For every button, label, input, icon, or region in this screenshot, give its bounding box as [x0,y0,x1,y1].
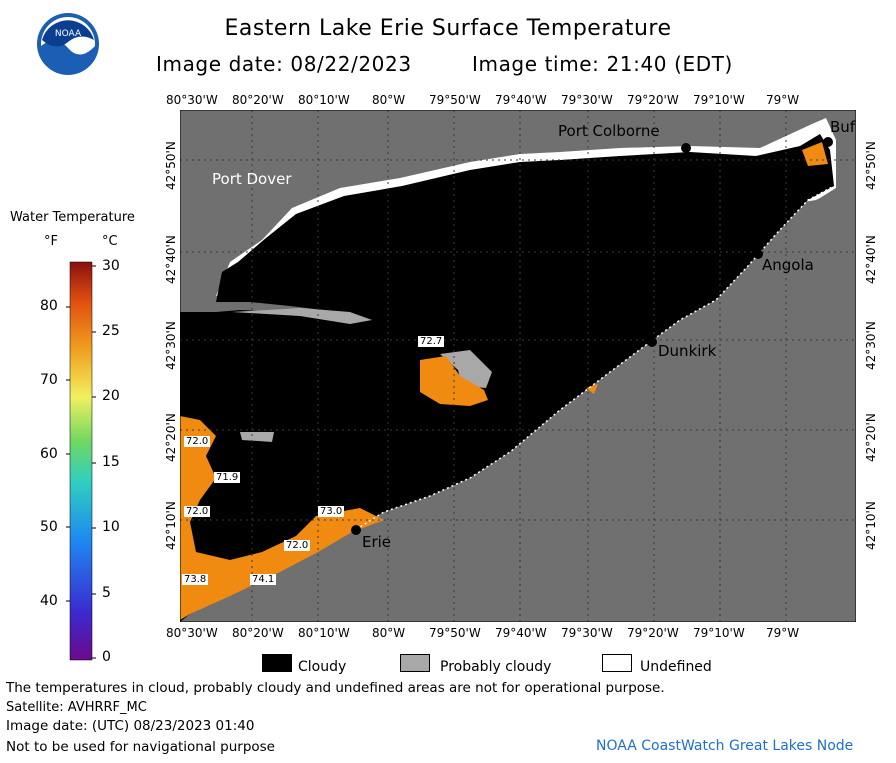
lat-label: 42°30'N [864,321,878,370]
lon-label: 79°50'W [429,93,481,107]
f-tick: 80 [40,298,58,314]
c-tick: 20 [102,388,120,404]
lat-label: 42°40'N [164,235,178,284]
city-marker [647,337,657,347]
legend-title: Water Temperature [10,210,135,225]
c-tick: 5 [102,585,111,601]
temp-label: 71.9 [214,472,241,483]
lat-label: 42°10'N [164,501,178,550]
lon-label: 79°W [766,93,800,107]
lake-map [180,110,856,622]
lat-label: 42°10'N [864,501,878,550]
lon-label: 80°W [372,93,406,107]
city-marker [681,143,691,153]
lon-label: 80°20'W [232,626,284,640]
place-port-dover: Port Dover [212,170,292,188]
temp-label: 72.0 [184,506,211,517]
cloudy-area [180,134,834,622]
lat-label: 42°50'N [864,141,878,190]
temp-label: 72.0 [184,436,211,447]
lon-label: 79°30'W [561,93,613,107]
noaa-logo-icon: NOAA [37,13,99,75]
page-title: Eastern Lake Erie Surface Temperature [224,16,672,41]
lon-label: 80°30'W [166,626,218,640]
f-tick: 50 [40,519,58,535]
lat-label: 42°40'N [864,235,878,284]
c-tick: 0 [102,649,111,665]
key-undefined-label: Undefined [640,659,712,675]
footer-satellite: Satellite: AVHRRF_MC [6,700,147,715]
lon-label: 80°20'W [232,93,284,107]
city-marker [823,137,833,147]
c-tick: 10 [102,519,120,535]
lon-label: 79°10'W [693,626,745,640]
lat-label: 42°30'N [164,321,178,370]
place-buffalo: Buf [830,118,856,136]
color-scale-bar [66,261,96,661]
lon-label: 79°50'W [429,626,481,640]
place-port-colborne: Port Colborne [558,122,660,140]
warm-water-patch [802,142,828,166]
footer-disclaimer: Not to be used for navigational purpose [6,739,275,755]
place-erie: Erie [362,533,392,551]
city-marker [753,249,763,259]
temp-label: 72.0 [284,540,311,551]
image-time: Image time: 21:40 (EDT) [472,52,733,76]
f-tick: 70 [40,372,58,388]
lat-label: 42°20'N [864,413,878,462]
lon-label: 79°20'W [627,93,679,107]
probably-cloudy-patch [232,308,372,324]
lon-label: 80°10'W [298,626,350,640]
lon-label: 80°W [372,626,406,640]
key-undefined-swatch [602,654,632,672]
footer-utc-date: Image date: (UTC) 08/23/2023 01:40 [6,718,255,734]
probably-cloudy-patch [240,432,274,442]
c-tick: 15 [102,454,120,470]
legend-unit-c: °C [102,234,118,249]
temp-label: 72.7 [418,336,445,347]
key-probably-cloudy-label: Probably cloudy [440,659,552,675]
temp-label: 74.1 [250,574,277,585]
city-marker [351,525,361,535]
key-cloudy-label: Cloudy [298,659,347,675]
place-dunkirk: Dunkirk [658,342,717,360]
lon-label: 79°W [766,626,800,640]
probably-cloudy-patch [440,350,492,388]
warm-water-patch [586,384,598,394]
logo-text: NOAA [55,29,82,39]
key-probably-cloudy-swatch [400,654,430,672]
footer-credit: NOAA CoastWatch Great Lakes Node [596,738,854,754]
lon-label: 79°40'W [495,93,547,107]
temp-label: 73.0 [318,506,345,517]
lon-label: 79°20'W [627,626,679,640]
lat-label: 42°20'N [164,413,178,462]
f-tick: 40 [40,593,58,609]
warm-water-patch [180,416,384,620]
lon-label: 79°10'W [693,93,745,107]
c-tick: 25 [102,323,120,339]
lon-label: 79°40'W [495,626,547,640]
f-tick: 60 [40,446,58,462]
temp-label: 73.8 [182,574,209,585]
lat-label: 42°50'N [164,141,178,190]
key-cloudy-swatch [262,654,292,672]
c-tick: 30 [102,258,120,274]
image-date: Image date: 08/22/2023 [156,52,412,76]
footer-note: The temperatures in cloud, probably clou… [6,680,665,696]
legend-unit-f: °F [44,234,58,249]
lon-label: 80°10'W [298,93,350,107]
place-angola: Angola [762,256,814,274]
lon-label: 80°30'W [166,93,218,107]
lon-label: 79°30'W [561,626,613,640]
